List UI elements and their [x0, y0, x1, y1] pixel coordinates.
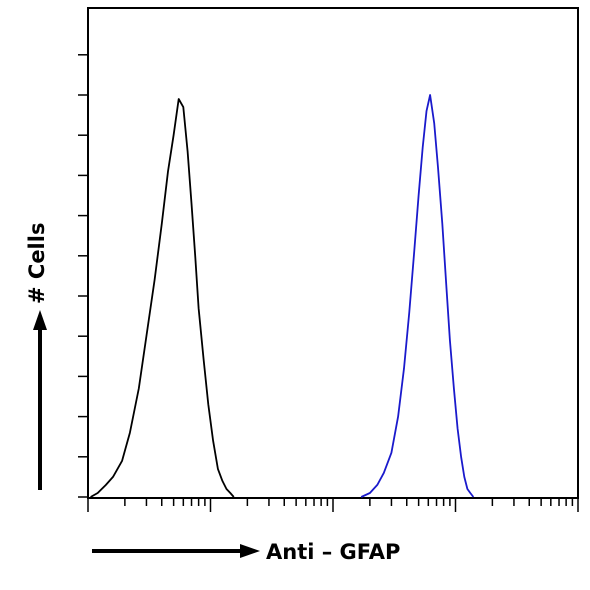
y-axis-ticks	[78, 54, 88, 498]
x-axis-label: Anti – GFAP	[266, 540, 400, 564]
plot-frame	[87, 7, 579, 499]
histogram-series-2	[360, 94, 475, 498]
y-axis-label: # Cells	[25, 223, 49, 304]
y-axis-arrow	[33, 310, 47, 490]
x-axis-ticks	[87, 498, 579, 512]
series-layer	[90, 94, 475, 498]
x-axis-arrow	[92, 544, 260, 558]
histogram-series-1	[90, 98, 235, 498]
